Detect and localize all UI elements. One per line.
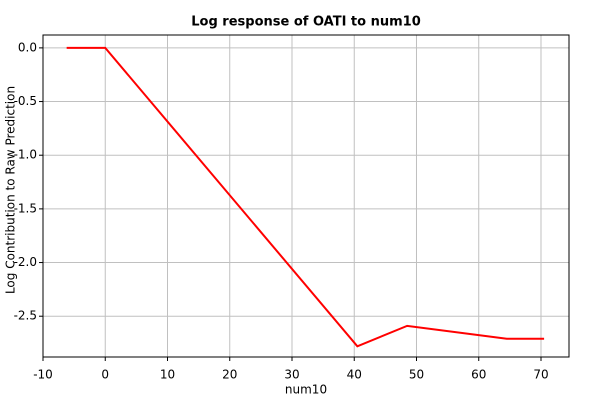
x-tick-label: 10: [160, 368, 175, 382]
y-tick-label: -1.0: [14, 148, 37, 162]
line: [66, 46, 545, 348]
x-tick-label: 60: [471, 368, 486, 382]
y-tick-label: 0.0: [18, 40, 37, 54]
x-tick-label: 40: [347, 368, 362, 382]
y-axis-label: Log Contribution to Raw Prediction: [4, 86, 18, 294]
x-tick-label: -10: [33, 368, 53, 382]
x-tick-label: 50: [409, 368, 424, 382]
y-tick-label: -2.0: [14, 255, 37, 269]
x-tick-label: 0: [101, 368, 109, 382]
y-tick-label: -2.5: [14, 309, 37, 323]
y-tick-label: -0.5: [14, 94, 37, 108]
x-axis-label: num10: [285, 383, 327, 397]
x-tick-label: 20: [222, 368, 237, 382]
chart-title: Log response of OATI to num10: [191, 15, 421, 30]
plot-area: [43, 35, 569, 357]
plot-border: [42, 34, 570, 358]
x-tick-label: 70: [533, 368, 548, 382]
y-tick-label: -1.5: [14, 201, 37, 215]
x-tick-label: 30: [284, 368, 299, 382]
